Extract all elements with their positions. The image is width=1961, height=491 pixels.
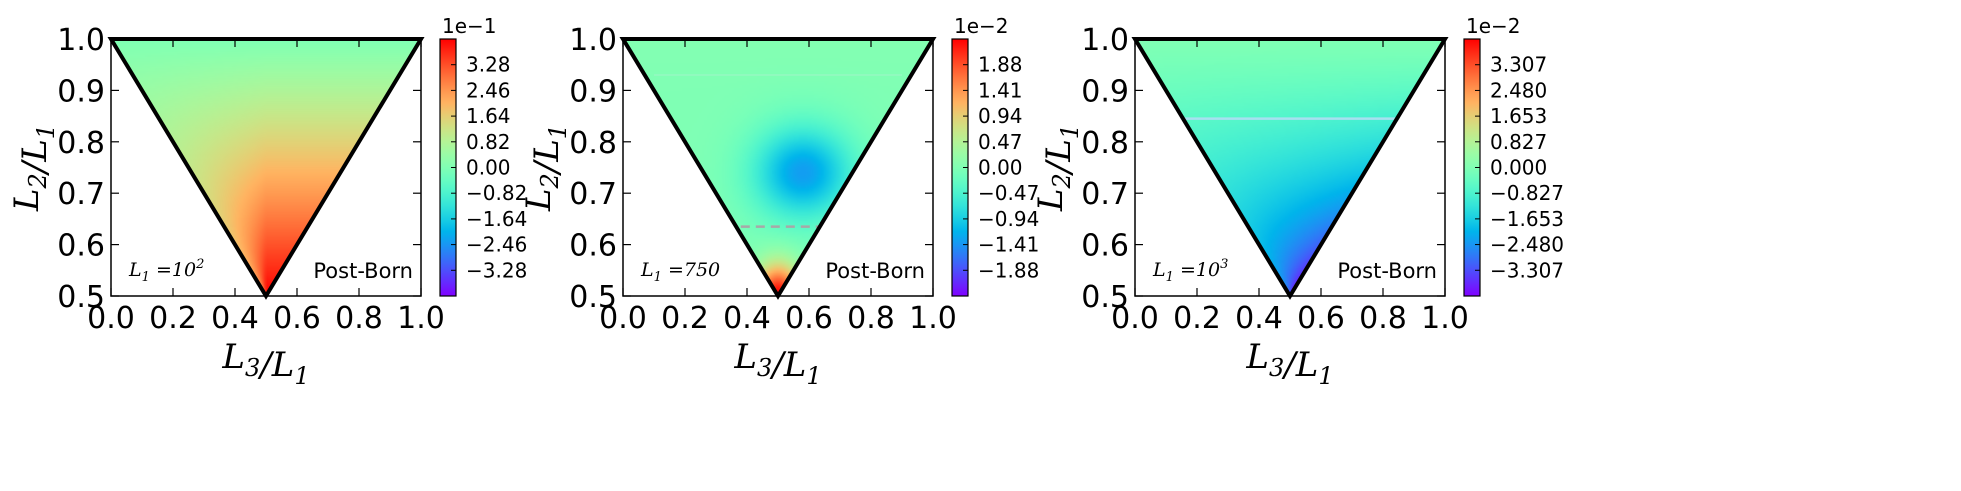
colorbar-tick-label: −1.41 xyxy=(978,233,1039,257)
axes-frame xyxy=(110,38,422,297)
x-tick-label: 0.2 xyxy=(661,301,709,336)
y-tick-label: 0.6 xyxy=(1081,229,1129,264)
chart-panel-3: 0.0 0.2 0.4 0.6 0.8 1.0 0.5 0.6 0.7 0.8 0.9 1.0 L3/L… xyxy=(1031,14,1564,390)
colorbar-tick-label: 1.653 xyxy=(1490,104,1547,128)
y-tick-label: 1.0 xyxy=(569,23,617,58)
colorbar-tick-label: −0.827 xyxy=(1490,181,1564,205)
colorbar-tick-label: 3.307 xyxy=(1490,53,1547,77)
colorbar-tick-label: −1.653 xyxy=(1490,207,1564,231)
colorbar-tick-label: −3.307 xyxy=(1490,258,1564,282)
x-tick-label: 0.6 xyxy=(273,301,321,336)
x-tick-label: 0.8 xyxy=(335,301,383,336)
colorbar-tick-label: −1.64 xyxy=(466,207,527,231)
axes-frame xyxy=(1134,38,1446,297)
colorbar-tick-label: 0.00 xyxy=(466,156,511,180)
y-tick-label: 0.5 xyxy=(569,280,617,315)
x-tick-label: 0.4 xyxy=(1235,301,1283,336)
colorbar-tick-label: 0.000 xyxy=(1490,156,1547,180)
y-tick-label: 0.8 xyxy=(1081,126,1129,161)
y-tick-label: 0.6 xyxy=(57,229,105,264)
x-tick-label: 0.2 xyxy=(149,301,197,336)
x-tick-label: 0.0 xyxy=(1111,301,1159,336)
heatmap-field xyxy=(111,39,421,296)
colorbar-scale: 1e−1 xyxy=(442,14,497,38)
x-axis-label: L3/L1 xyxy=(221,337,309,390)
y-tick-label: 0.7 xyxy=(57,177,105,212)
colorbar-tick-label: −0.94 xyxy=(978,207,1039,231)
colorbar-tick-label: 1.64 xyxy=(466,104,511,128)
x-tick-label: 0.8 xyxy=(1359,301,1407,336)
post-born-label: Post-Born xyxy=(313,259,413,283)
axes-frame xyxy=(622,38,934,297)
x-tick-label: 1.0 xyxy=(909,301,957,336)
y-tick-label: 0.9 xyxy=(569,74,617,109)
colorbar-tick-label: 0.94 xyxy=(978,104,1023,128)
x-tick-label: 0.6 xyxy=(1297,301,1345,336)
y-tick-label: 1.0 xyxy=(1081,23,1129,58)
x-tick-label: 0.0 xyxy=(599,301,647,336)
y-tick-label: 1.0 xyxy=(57,23,105,58)
y-tick-label: 0.5 xyxy=(1081,280,1129,315)
colorbar-tick-label: 1.41 xyxy=(978,78,1023,102)
colorbar-tick-label: 0.827 xyxy=(1490,130,1547,154)
colorbar-tick-label: −1.88 xyxy=(978,258,1039,282)
x-axis-label: L3/L1 xyxy=(733,337,821,390)
colorbar: 1e−1 3.282.461.640.820.00−0.82−1.64−2.46−… xyxy=(439,14,527,297)
colorbar-tick-label: 1.88 xyxy=(978,53,1023,77)
y-tick-label: 0.7 xyxy=(1081,177,1129,212)
colorbar-tick-label: 3.28 xyxy=(466,53,511,77)
y-tick-label: 0.9 xyxy=(57,74,105,109)
ell-annotation: L1 =102 xyxy=(128,257,204,285)
y-tick-label: 0.8 xyxy=(569,126,617,161)
colorbar-scale: 1e−2 xyxy=(954,14,1009,38)
heatmap-field xyxy=(623,39,933,296)
colorbar: 1e−2 1.881.410.940.470.00−0.47−0.94−1.41−… xyxy=(951,14,1039,297)
colorbar-tick-label: 2.480 xyxy=(1490,78,1547,102)
x-tick-label: 0.4 xyxy=(723,301,771,336)
y-tick-label: 0.5 xyxy=(57,280,105,315)
colorbar-scale: 1e−2 xyxy=(1466,14,1521,38)
colorbar-tick-label: −2.480 xyxy=(1490,233,1564,257)
colorbar-tick-label: −3.28 xyxy=(466,258,527,282)
colorbar: 1e−2 3.3072.4801.6530.8270.000−0.827−1.65… xyxy=(1463,14,1564,297)
colorbar-tick-label: 0.82 xyxy=(466,130,511,154)
x-tick-label: 0.6 xyxy=(785,301,833,336)
x-tick-label: 0.2 xyxy=(1173,301,1221,336)
colorbar-tick-label: 0.00 xyxy=(978,156,1023,180)
y-tick-label: 0.8 xyxy=(57,126,105,161)
x-tick-label: 0.4 xyxy=(211,301,259,336)
y-tick-label: 0.7 xyxy=(569,177,617,212)
y-axis-label: L2/L1 xyxy=(7,124,60,212)
colorbar-tick-label: −0.47 xyxy=(978,181,1039,205)
ell-annotation: L1 =103 xyxy=(1152,257,1228,285)
colorbar-tick-label: 2.46 xyxy=(466,78,511,102)
x-axis-label: L3/L1 xyxy=(1245,337,1333,390)
colorbar-tick-label: −2.46 xyxy=(466,233,527,257)
post-born-label: Post-Born xyxy=(1337,259,1437,283)
x-tick-label: 0.8 xyxy=(847,301,895,336)
y-axis-label: L2/L1 xyxy=(519,124,572,212)
x-tick-label: 1.0 xyxy=(1421,301,1469,336)
colorbar-tick-label: 0.47 xyxy=(978,130,1023,154)
ell-annotation: L1 =750 xyxy=(640,259,720,285)
y-tick-label: 0.9 xyxy=(1081,74,1129,109)
heatmap-field xyxy=(1135,39,1445,296)
post-born-label: Post-Born xyxy=(825,259,925,283)
colorbar-tick-label: −0.82 xyxy=(466,181,527,205)
y-tick-label: 0.6 xyxy=(569,229,617,264)
x-tick-label: 1.0 xyxy=(397,301,445,336)
chart-panel-1: 0.0 0.2 0.4 0.6 0.8 1.0 0.5 0.6 0.7 0.8 0.9 1.0 L3/L… xyxy=(7,14,527,390)
x-tick-label: 0.0 xyxy=(87,301,135,336)
y-axis-label: L2/L1 xyxy=(1031,124,1084,212)
chart-panel-2: 0.0 0.2 0.4 0.6 0.8 1.0 0.5 0.6 0.7 0.8 0.9 1.0 L3/L… xyxy=(519,14,1039,390)
